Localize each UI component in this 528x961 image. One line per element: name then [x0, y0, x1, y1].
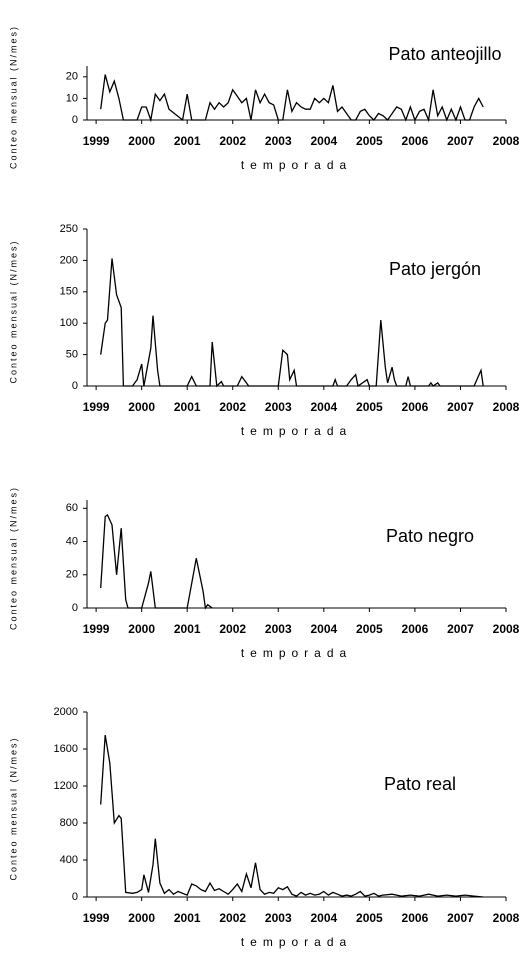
chart-title: Pato jergón [389, 259, 481, 279]
chart-title: Pato real [384, 774, 456, 794]
x-tick-label: 2001 [174, 622, 201, 636]
x-tick-label: 2002 [219, 134, 246, 148]
data-line [100, 258, 484, 388]
data-line [100, 74, 484, 123]
chart-title: Pato anteojillo [388, 44, 501, 64]
x-tick-label: 2000 [128, 134, 155, 148]
x-tick-label: 2001 [174, 911, 201, 925]
y-axis-label: Conteo mensual (N/mes) [8, 239, 18, 383]
x-tick-label: 2008 [493, 622, 520, 636]
x-tick-label: 2005 [356, 134, 383, 148]
x-tick-label: 2002 [219, 622, 246, 636]
y-tick-label: 0 [72, 602, 78, 614]
x-tick-label: 2008 [493, 134, 520, 148]
x-tick-label: 2005 [356, 911, 383, 925]
y-axis-label: Conteo mensual (N/mes) [8, 736, 18, 880]
y-tick-label: 150 [60, 286, 78, 298]
x-tick-label: 1999 [83, 622, 110, 636]
x-tick-label: 2000 [128, 400, 155, 414]
y-tick-label: 1600 [54, 743, 78, 755]
x-tick-label: 2004 [310, 622, 337, 636]
x-axis-label: temporada [241, 646, 352, 660]
x-tick-label: 2001 [174, 134, 201, 148]
x-tick-label: 2003 [265, 134, 292, 148]
x-tick-label: 2000 [128, 622, 155, 636]
x-tick-label: 2008 [493, 400, 520, 414]
y-tick-label: 0 [72, 114, 78, 126]
data-line [100, 514, 213, 610]
x-tick-label: 2004 [310, 911, 337, 925]
x-tick-label: 1999 [83, 134, 110, 148]
x-tick-label: 2003 [265, 911, 292, 925]
y-tick-label: 40 [66, 535, 78, 547]
x-axis-label: temporada [241, 935, 352, 949]
x-tick-label: 2005 [356, 622, 383, 636]
y-tick-label: 20 [66, 71, 78, 83]
y-tick-label: 60 [66, 502, 78, 514]
y-tick-label: 800 [60, 817, 78, 829]
x-tick-label: 2007 [447, 911, 474, 925]
x-tick-label: 2008 [493, 911, 520, 925]
y-axis-label: Conteo mensual (N/mes) [8, 486, 18, 630]
x-tick-label: 2006 [402, 911, 429, 925]
x-tick-label: 2004 [310, 400, 337, 414]
y-tick-label: 20 [66, 569, 78, 581]
x-tick-label: 1999 [83, 400, 110, 414]
y-tick-label: 100 [60, 317, 78, 329]
y-tick-label: 2000 [54, 706, 78, 718]
data-line [100, 734, 484, 898]
y-tick-label: 250 [60, 223, 78, 235]
x-tick-label: 2002 [219, 400, 246, 414]
x-tick-label: 2005 [356, 400, 383, 414]
x-tick-label: 2004 [310, 134, 337, 148]
x-tick-label: 2001 [174, 400, 201, 414]
x-tick-label: 2007 [447, 134, 474, 148]
chart-title: Pato negro [386, 526, 474, 546]
x-axis-label: temporada [241, 158, 352, 172]
x-tick-label: 2006 [402, 134, 429, 148]
y-axis-label: Conteo mensual (N/mes) [8, 25, 18, 169]
x-axis-label: temporada [241, 424, 352, 438]
y-tick-label: 10 [66, 92, 78, 104]
x-tick-label: 2007 [447, 622, 474, 636]
y-tick-label: 1200 [54, 780, 78, 792]
y-tick-label: 0 [72, 380, 78, 392]
x-tick-label: 2003 [265, 400, 292, 414]
y-tick-label: 50 [66, 349, 78, 361]
y-tick-label: 200 [60, 254, 78, 266]
y-tick-label: 400 [60, 854, 78, 866]
x-tick-label: 1999 [83, 911, 110, 925]
x-tick-label: 2002 [219, 911, 246, 925]
x-tick-label: 2007 [447, 400, 474, 414]
y-tick-label: 0 [72, 891, 78, 903]
x-tick-label: 2006 [402, 622, 429, 636]
x-tick-label: 2000 [128, 911, 155, 925]
x-tick-label: 2006 [402, 400, 429, 414]
x-tick-label: 2003 [265, 622, 292, 636]
